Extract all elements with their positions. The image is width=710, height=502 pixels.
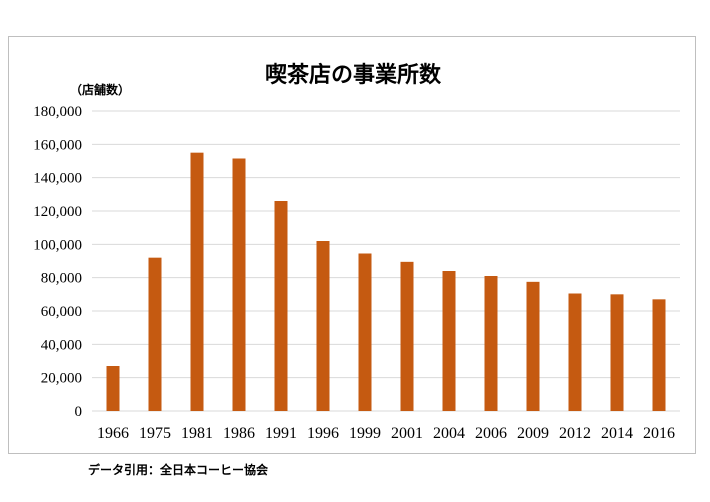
y-tick-label: 160,000 [33,137,82,153]
y-tick-label: 80,000 [41,271,82,287]
x-tick-label: 1981 [181,425,213,442]
y-axis-ticks: 0 20,000 40,000 60,000 80,000 100,000 120,000 1… [33,104,82,420]
bar-1996 [316,241,330,411]
bar-2014 [610,294,624,411]
x-tick-label: 1986 [223,425,255,442]
y-tick-label: 40,000 [41,337,82,353]
bar-1999 [358,253,372,411]
bar-1981 [190,152,204,411]
y-tick-label: 180,000 [33,104,82,120]
x-tick-label: 2009 [517,425,549,442]
y-axis-unit-label: （店舗数） [70,82,130,97]
x-tick-label: 2004 [433,425,465,442]
y-tick-label: 140,000 [33,171,82,187]
x-tick-label: 2016 [643,425,675,442]
x-tick-label: 1996 [307,425,339,442]
x-axis-ticks: 1966 1975 1981 1986 1991 1996 1999 2001 2004 2006… [97,425,675,442]
y-tick-label: 120,000 [33,204,82,220]
y-tick-label: 100,000 [33,237,82,253]
bar-2001 [400,261,414,411]
bar-1991 [274,201,288,411]
x-tick-label: 1966 [97,425,129,442]
x-tick-label: 2012 [559,425,591,442]
bar-1975 [148,257,162,411]
bars [106,152,666,411]
y-tick-label: 60,000 [41,304,82,320]
x-tick-label: 2014 [601,425,633,442]
x-tick-label: 1991 [265,425,297,442]
bar-2004 [442,271,456,411]
x-tick-label: 1999 [349,425,381,442]
bar-1986 [232,158,246,411]
bar-2006 [484,276,498,411]
bar-2016 [652,299,666,411]
gridlines [92,110,680,412]
bar-1966 [106,366,120,411]
y-tick-label: 0 [75,404,83,420]
source-note: データ引用：全日本コーヒー協会 [88,462,269,477]
chart-title: 喫茶店の事業所数 [265,62,442,88]
x-tick-label: 2006 [475,425,507,442]
x-tick-label: 1975 [139,425,171,442]
bar-2009 [526,281,540,411]
y-tick-label: 20,000 [41,371,82,387]
bar-2012 [568,293,582,411]
x-tick-label: 2001 [391,425,423,442]
